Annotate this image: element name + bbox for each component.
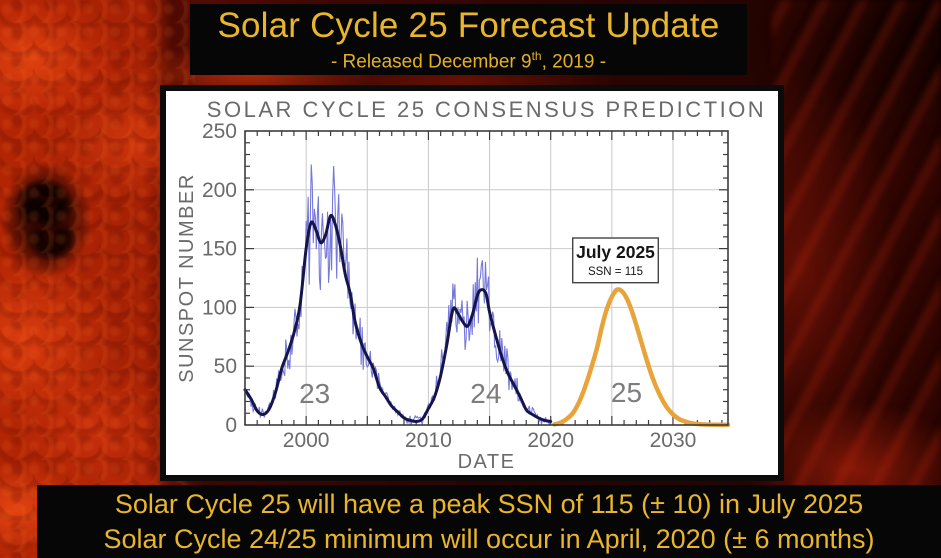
svg-text:200: 200 <box>202 179 237 202</box>
subtitle-text: - Released December 9 <box>330 51 532 73</box>
annotation-title: July 2025 <box>576 242 655 262</box>
prediction-line <box>552 287 731 428</box>
release-date-subtitle: - Released December 9th, 2019 - <box>331 46 606 72</box>
x-axis-label: DATE <box>458 451 516 473</box>
slide-title: Solar Cycle 25 Forecast Update <box>217 5 720 45</box>
svg-text:2010: 2010 <box>405 429 452 452</box>
title-banner: Solar Cycle 25 Forecast Update - Release… <box>190 4 747 75</box>
svg-text:100: 100 <box>202 296 237 319</box>
solar-prominence-streaks <box>772 0 941 558</box>
svg-text:2030: 2030 <box>650 429 697 452</box>
y-tick-labels: 0 50 100 150 200 250 <box>202 120 237 437</box>
subtitle-superscript: th <box>531 48 542 63</box>
cycle-25-label: 25 <box>611 377 642 408</box>
summary-line-2: Solar Cycle 24/25 minimum will occur in … <box>103 523 875 554</box>
svg-text:150: 150 <box>202 238 237 261</box>
svg-text:2000: 2000 <box>283 429 330 452</box>
sunspot-chart: SOLAR CYCLE 25 CONSENSUS PREDICTION SUNS… <box>176 97 766 473</box>
svg-text:2020: 2020 <box>527 429 574 452</box>
chart-panel: SOLAR CYCLE 25 CONSENSUS PREDICTION SUNS… <box>160 85 784 481</box>
cycle-23-label: 23 <box>299 378 330 409</box>
observed-smoothed-line <box>243 213 553 424</box>
annotation-july-2025: July 2025 SSN = 115 <box>572 237 660 284</box>
svg-text:50: 50 <box>214 355 237 378</box>
observed-monthly-line <box>244 164 552 426</box>
subtitle-text-end: , 2019 - <box>541 51 607 73</box>
summary-line-1: Solar Cycle 25 will have a peak SSN of 1… <box>114 488 864 519</box>
annotation-value: SSN = 115 <box>588 266 643 278</box>
cycle-24-label: 24 <box>470 378 501 409</box>
annotation-box <box>572 237 660 284</box>
plot-frame <box>244 130 729 426</box>
svg-text:250: 250 <box>202 120 237 143</box>
chart-title: SOLAR CYCLE 25 CONSENSUS PREDICTION <box>207 97 766 122</box>
summary-banner: Solar Cycle 25 will have a peak SSN of 1… <box>37 485 941 558</box>
svg-text:0: 0 <box>225 414 237 437</box>
x-tick-labels: 2000 2010 2020 2030 <box>283 429 697 452</box>
y-axis-label: SUNSPOT NUMBER <box>176 173 198 383</box>
